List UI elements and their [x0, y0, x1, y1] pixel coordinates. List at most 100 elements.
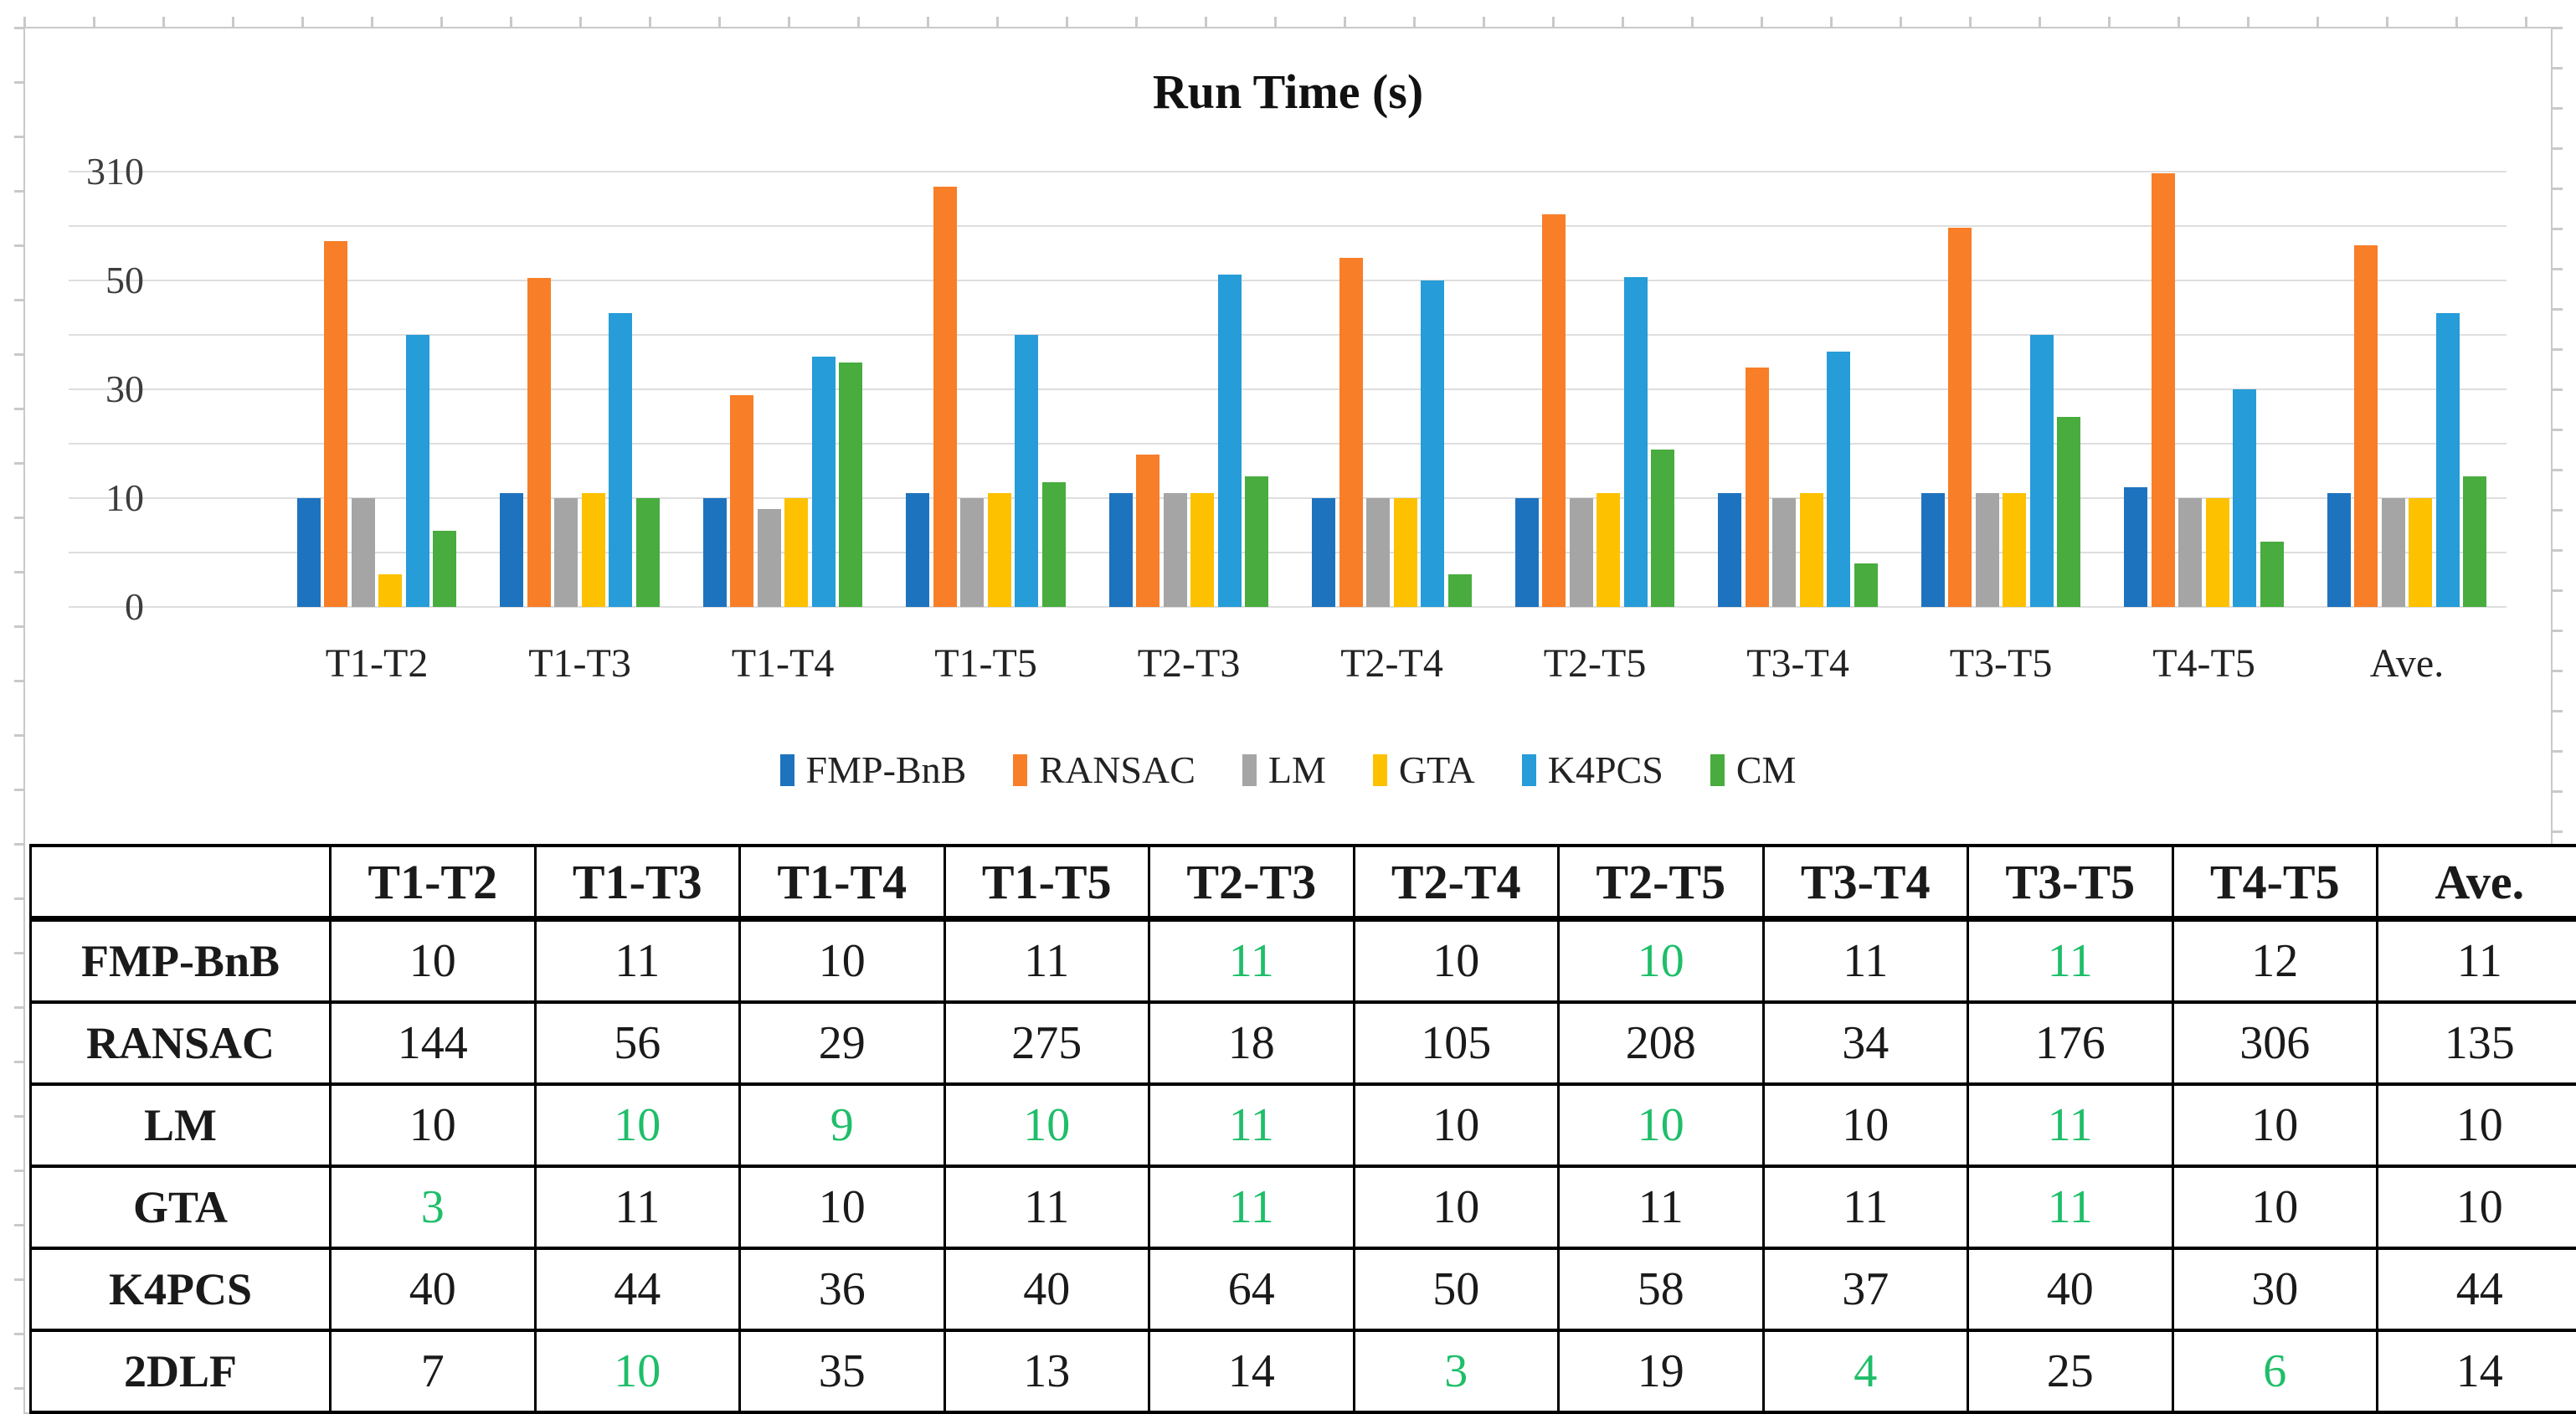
value-cell-FMP-BnB-T1-T3: 11 — [533, 917, 741, 1004]
value-cell-LM-Ave.: 10 — [2376, 1082, 2576, 1168]
value-cell-LM-T4-T5: 10 — [2171, 1082, 2378, 1168]
value-cell-2DLF-T1-T2: 7 — [329, 1329, 537, 1414]
value-cell-LM-T2-T5: 10 — [1557, 1082, 1765, 1168]
value-cell-K4PCS-Ave.: 44 — [2376, 1247, 2576, 1332]
bar-CM-T3-T4 — [1854, 563, 1878, 607]
value-cell-GTA-T1-T4: 10 — [738, 1165, 946, 1250]
gridline-5 — [69, 552, 2507, 553]
bar-RANSAC-T1-T4 — [730, 394, 754, 607]
bar-FMP-BnB-T1-T2 — [296, 498, 321, 607]
gridline-20 — [69, 443, 2507, 445]
bar-FMP-BnB-Ave. — [2327, 492, 2351, 607]
bar-RANSAC-T3-T4 — [1745, 368, 1769, 607]
bar-FMP-BnB-T2-T5 — [1514, 498, 1539, 607]
value-cell-LM-T1-T3: 10 — [533, 1082, 741, 1168]
bar-RANSAC-T1-T5 — [933, 186, 957, 607]
legend-item-LM: LM — [1242, 748, 1326, 792]
value-cell-K4PCS-T2-T3: 64 — [1148, 1247, 1355, 1332]
value-cell-GTA-T2-T3: 11 — [1148, 1165, 1355, 1250]
value-cell-FMP-BnB-T1-T2: 10 — [329, 917, 537, 1004]
bar-K4PCS-T1-T4 — [811, 357, 836, 607]
bar-LM-T2-T3 — [1163, 492, 1187, 607]
bar-LM-T4-T5 — [2178, 498, 2203, 607]
table-row-GTA: GTA 3 11 10 11 11 10 11 11 11 10 10 — [29, 1165, 2576, 1250]
value-cell-FMP-BnB-T4-T5: 12 — [2171, 917, 2378, 1004]
value-cell-GTA-T3-T4: 11 — [1761, 1165, 1969, 1250]
y-tick-label-10: 10 — [105, 476, 144, 519]
bar-CM-T2-T3 — [1245, 476, 1269, 607]
value-cell-2DLF-T4-T5: 6 — [2171, 1329, 2378, 1414]
bar-RANSAC-T1-T3 — [527, 278, 551, 607]
row-label-LM: LM — [29, 1082, 332, 1168]
bar-K4PCS-T2-T5 — [1623, 277, 1648, 607]
value-cell-2DLF-T3-T5: 25 — [1967, 1329, 2174, 1414]
bar-GTA-T3-T4 — [1799, 492, 1823, 607]
gridline-40 — [69, 334, 2507, 336]
value-cell-RANSAC-T1-T3: 56 — [533, 1000, 741, 1086]
value-cell-K4PCS-T1-T2: 40 — [329, 1247, 537, 1332]
bar-K4PCS-Ave. — [2435, 313, 2460, 607]
value-cell-GTA-T1-T5: 11 — [943, 1165, 1150, 1250]
bar-K4PCS-T2-T3 — [1217, 275, 1242, 607]
runtime-table: T1-T2 T1-T3 T1-T4 T1-T5 T2-T3 T2-T4 T2-T5 T3-T4… — [29, 844, 2576, 1414]
value-cell-2DLF-T1-T5: 13 — [943, 1329, 1150, 1414]
value-cell-LM-T2-T4: 10 — [1352, 1082, 1560, 1168]
x-tick-label-T1-T5: T1-T5 — [934, 641, 1037, 686]
bar-K4PCS-T2-T4 — [1421, 280, 1445, 607]
value-cell-K4PCS-T3-T5: 40 — [1967, 1247, 2174, 1332]
x-tick-label-T3-T4: T3-T4 — [1746, 641, 1849, 686]
legend-label: RANSAC — [1039, 748, 1195, 791]
value-cell-LM-T1-T5: 10 — [943, 1082, 1150, 1168]
bar-FMP-BnB-T2-T3 — [1108, 492, 1133, 607]
bar-LM-T1-T4 — [757, 509, 781, 607]
bar-GTA-T1-T5 — [987, 492, 1011, 607]
value-cell-FMP-BnB-T3-T4: 11 — [1761, 917, 1969, 1004]
bar-FMP-BnB-T1-T3 — [500, 492, 524, 607]
bar-CM-T2-T4 — [1447, 574, 1472, 607]
table-header-cell-T2-T5: T2-T5 — [1557, 844, 1765, 922]
x-tick-label-T3-T5: T3-T5 — [1949, 641, 2053, 686]
gridline-0 — [69, 606, 2507, 608]
table-corner-cell — [29, 844, 332, 922]
bar-RANSAC-T4-T5 — [2151, 173, 2175, 607]
gridline-180 — [69, 225, 2507, 227]
value-cell-RANSAC-T2-T3: 18 — [1148, 1000, 1355, 1086]
bar-RANSAC-T2-T4 — [1339, 257, 1363, 607]
bar-GTA-T1-T4 — [784, 498, 809, 607]
legend-label: GTA — [1398, 748, 1475, 791]
legend-swatch-icon — [1242, 753, 1257, 786]
bar-FMP-BnB-T4-T5 — [2124, 487, 2148, 607]
legend-swatch-icon — [1521, 753, 1536, 786]
value-cell-FMP-BnB-Ave.: 11 — [2376, 917, 2576, 1004]
bar-RANSAC-T2-T3 — [1136, 455, 1160, 607]
bar-FMP-BnB-T3-T5 — [1920, 492, 1945, 607]
legend-swatch-icon — [1710, 753, 1725, 786]
table-header-cell-T2-T4: T2-T4 — [1352, 844, 1560, 922]
table-header-cell-T1-T2: T1-T2 — [329, 844, 537, 922]
bar-LM-Ave. — [2381, 498, 2405, 607]
bar-FMP-BnB-T2-T4 — [1312, 498, 1336, 607]
legend-swatch-icon — [779, 753, 794, 786]
value-cell-K4PCS-T4-T5: 30 — [2171, 1247, 2378, 1332]
value-cell-K4PCS-T2-T5: 58 — [1557, 1247, 1765, 1332]
bar-K4PCS-T4-T5 — [2233, 389, 2257, 607]
value-cell-GTA-T3-T5: 11 — [1967, 1165, 2174, 1250]
x-tick-label-T4-T5: T4-T5 — [2152, 641, 2255, 686]
value-cell-LM-T1-T2: 10 — [329, 1082, 537, 1168]
table-header-cell-Ave.: Ave. — [2376, 844, 2576, 922]
bar-GTA-T2-T5 — [1597, 492, 1621, 607]
bar-CM-Ave. — [2463, 476, 2487, 607]
frame-ruler-ticks-top — [23, 17, 2553, 28]
y-tick-label-30: 30 — [105, 368, 144, 410]
table-row-LM: LM 10 10 9 10 11 10 10 10 11 10 10 — [29, 1082, 2576, 1168]
legend-item-GTA: GTA — [1372, 748, 1475, 792]
value-cell-2DLF-T2-T3: 14 — [1148, 1329, 1355, 1414]
value-cell-RANSAC-T2-T5: 208 — [1557, 1000, 1765, 1086]
bar-GTA-T1-T3 — [581, 492, 605, 607]
x-tick-label-T2-T5: T2-T5 — [1543, 641, 1647, 686]
value-cell-RANSAC-T2-T4: 105 — [1352, 1000, 1560, 1086]
value-cell-RANSAC-T4-T5: 306 — [2171, 1000, 2378, 1086]
table-header-cell-T3-T4: T3-T4 — [1761, 844, 1969, 922]
value-cell-FMP-BnB-T2-T4: 10 — [1352, 917, 1560, 1004]
value-cell-GTA-T1-T2: 3 — [329, 1165, 537, 1250]
